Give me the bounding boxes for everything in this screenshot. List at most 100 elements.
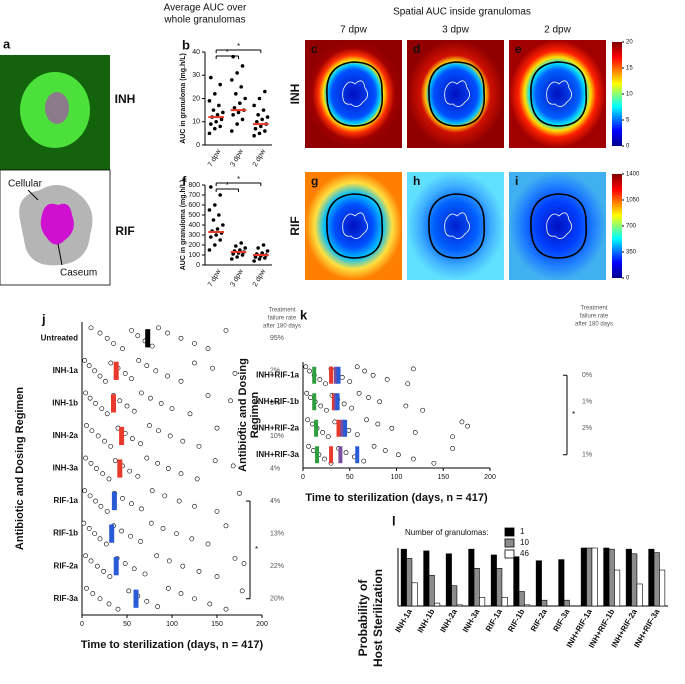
data-point bbox=[138, 441, 143, 447]
bar bbox=[524, 604, 531, 607]
data-point bbox=[215, 227, 220, 231]
category-label: Untreated bbox=[41, 333, 78, 342]
data-point bbox=[213, 126, 217, 131]
data-point bbox=[178, 335, 184, 341]
data-point bbox=[102, 438, 107, 444]
bar bbox=[411, 582, 418, 607]
data-point bbox=[169, 406, 175, 411]
data-point bbox=[213, 203, 217, 207]
data-point bbox=[120, 346, 125, 352]
colorbar-tick-label: 10 bbox=[626, 92, 633, 98]
significance: * bbox=[226, 181, 229, 190]
data-point bbox=[389, 425, 395, 431]
median bbox=[119, 426, 125, 446]
data-point bbox=[189, 536, 195, 542]
data-point bbox=[89, 428, 95, 434]
data-point bbox=[94, 466, 99, 471]
row-label: INH bbox=[288, 84, 302, 105]
data-point bbox=[256, 112, 260, 117]
data-point bbox=[230, 257, 234, 261]
data-point bbox=[128, 533, 133, 539]
median bbox=[312, 393, 317, 411]
data-point bbox=[212, 458, 218, 464]
heatmap bbox=[305, 172, 402, 280]
data-point bbox=[235, 71, 239, 75]
data-point bbox=[82, 358, 88, 363]
data-point bbox=[356, 390, 362, 396]
data-point bbox=[234, 244, 238, 248]
data-point bbox=[265, 249, 270, 253]
category-label: INH-1a bbox=[53, 366, 79, 375]
x-tick-label: 100 bbox=[166, 621, 178, 628]
colorbar-tick-label: 20 bbox=[626, 40, 633, 46]
data-point bbox=[104, 509, 110, 514]
data-point bbox=[210, 365, 215, 371]
failure-rate: 4% bbox=[270, 465, 280, 472]
y-tick-label: 700 bbox=[188, 192, 200, 199]
data-point bbox=[261, 108, 266, 112]
data-point bbox=[410, 366, 416, 372]
data-point bbox=[207, 131, 212, 136]
colorbar-tick-label: 0 bbox=[626, 144, 630, 150]
data-point bbox=[263, 89, 267, 94]
median bbox=[111, 394, 116, 413]
data-point bbox=[162, 493, 168, 499]
data-point bbox=[87, 395, 93, 401]
bar bbox=[541, 599, 548, 607]
median bbox=[355, 446, 360, 464]
data-point bbox=[156, 428, 161, 434]
data-point bbox=[214, 574, 220, 579]
failure-rate: 6% bbox=[270, 400, 280, 407]
data-point bbox=[310, 448, 316, 453]
failure-rate: 13% bbox=[270, 530, 284, 537]
failure-rate: 95% bbox=[270, 335, 284, 342]
panel-label: g bbox=[311, 174, 318, 188]
data-point bbox=[207, 601, 213, 607]
heatmap bbox=[509, 172, 606, 280]
median bbox=[336, 419, 341, 437]
x-tick-label: 200 bbox=[484, 474, 496, 481]
data-point bbox=[252, 103, 256, 108]
data-point bbox=[207, 99, 212, 103]
column-title: 7 dpw bbox=[340, 25, 367, 36]
granuloma-boundary bbox=[530, 61, 588, 127]
x-tick-label: 50 bbox=[123, 621, 131, 628]
data-point bbox=[165, 585, 171, 591]
category-label: INH-2a bbox=[53, 431, 79, 440]
y-tick-label: 400 bbox=[188, 222, 200, 229]
x-axis-label: Time to sterilization (days, n = 417) bbox=[305, 492, 488, 504]
bar bbox=[631, 553, 638, 607]
data-point bbox=[320, 430, 326, 435]
data-point bbox=[99, 406, 105, 411]
panel-label: d bbox=[413, 42, 420, 56]
caseum-region-schematic bbox=[40, 203, 74, 245]
data-point bbox=[129, 436, 135, 441]
median bbox=[343, 419, 348, 437]
data-point bbox=[136, 358, 142, 363]
bar bbox=[513, 556, 520, 607]
data-point bbox=[252, 259, 256, 263]
data-point bbox=[223, 328, 229, 333]
bar bbox=[518, 591, 525, 607]
data-point bbox=[97, 330, 103, 336]
significance: * bbox=[237, 175, 240, 184]
data-point bbox=[120, 496, 125, 501]
data-point bbox=[155, 604, 160, 609]
panel-label: k bbox=[300, 307, 308, 322]
data-point bbox=[138, 506, 144, 512]
data-point bbox=[221, 110, 225, 115]
data-point bbox=[103, 541, 109, 547]
data-point bbox=[218, 193, 222, 197]
data-point bbox=[263, 256, 267, 260]
data-point bbox=[122, 371, 128, 376]
category-label: INH-3a bbox=[53, 464, 79, 473]
bar bbox=[423, 550, 430, 607]
caseum-outline bbox=[342, 212, 368, 239]
data-point bbox=[149, 343, 155, 349]
data-point bbox=[106, 476, 112, 482]
granuloma-boundary bbox=[530, 193, 588, 259]
median bbox=[312, 366, 317, 384]
data-point bbox=[92, 531, 97, 537]
data-point bbox=[377, 399, 383, 405]
x-tick-label: 0 bbox=[301, 474, 305, 481]
